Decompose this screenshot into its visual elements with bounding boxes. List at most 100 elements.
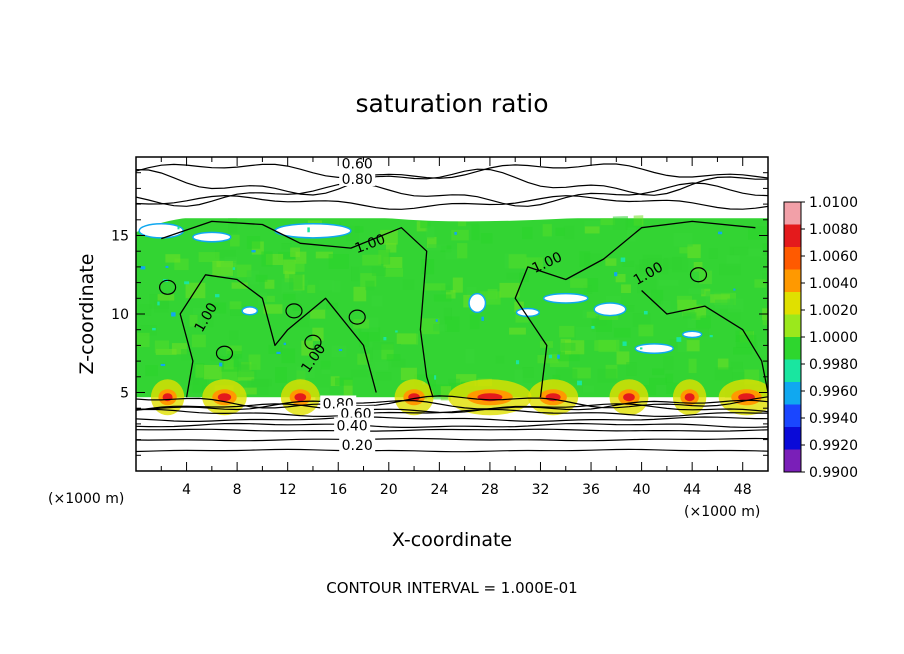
field-cell [466, 286, 477, 297]
field-cell [400, 367, 417, 381]
field-cell [165, 265, 169, 268]
field-cell [312, 327, 324, 341]
contour-line [136, 437, 768, 442]
contour-label-bg [339, 437, 376, 453]
field-cell [509, 327, 526, 335]
x-tick-label: 40 [633, 482, 651, 498]
field-cell [683, 312, 697, 319]
field-cell [515, 311, 529, 323]
contour-interval-note: CONTOUR INTERVAL = 1.000E-01 [326, 579, 577, 597]
field-cell [665, 373, 674, 383]
dry-patch [681, 330, 703, 339]
field-cell [331, 280, 341, 293]
field-cell [275, 367, 287, 383]
field-cell [708, 248, 718, 259]
field-cell [228, 330, 239, 340]
field-cell [231, 282, 248, 289]
contour-line [136, 399, 768, 411]
field-cell [154, 340, 170, 354]
field-cell [612, 216, 628, 230]
field-cell [188, 377, 209, 394]
warm-bump [623, 393, 635, 402]
field-cell [278, 251, 296, 260]
field-cell [440, 386, 452, 401]
field-cell [226, 345, 242, 355]
field-cell [594, 340, 617, 351]
field-cell [246, 236, 261, 249]
field-cell [620, 257, 626, 262]
field-cell [384, 268, 404, 277]
field-cell [320, 360, 331, 370]
field-cell [522, 367, 534, 378]
field-cell [718, 231, 723, 235]
field-cell [693, 261, 703, 272]
field-cell [456, 374, 477, 386]
field-cell [230, 304, 248, 316]
field-cell [372, 342, 394, 350]
field-cell [676, 337, 682, 342]
field-cell [605, 258, 617, 266]
field-cell [328, 254, 349, 269]
field-cell [165, 254, 181, 263]
colorbar-label: 1.0100 [809, 195, 858, 211]
colorbar-swatch [784, 337, 801, 360]
field-cell [268, 344, 283, 354]
colorbar-swatch [784, 202, 801, 225]
field-cell [366, 359, 389, 371]
field-cell [622, 260, 635, 267]
field-cell [471, 224, 480, 241]
y-axis-label: Z-coordinate [76, 254, 98, 375]
contour-line [689, 267, 708, 283]
field-cell [378, 249, 391, 265]
x-axis-label: X-coordinate [392, 529, 512, 551]
field-cell [282, 292, 296, 300]
field-cell [586, 278, 599, 292]
field-cell [673, 232, 693, 247]
field-cell [615, 274, 626, 283]
field-cell [663, 356, 674, 370]
field-cell [215, 249, 236, 259]
contour-line [304, 334, 322, 350]
contour-label-bg [339, 170, 376, 186]
contour-line [161, 220, 434, 398]
field-cell [579, 251, 591, 268]
x-unit-right: (×1000 m) [684, 504, 760, 520]
field-cell [319, 279, 335, 291]
field-cell [232, 267, 236, 270]
colorbar-label: 1.0060 [809, 249, 858, 265]
field-cell [171, 312, 176, 317]
field-cell [729, 246, 749, 256]
field-cell [584, 226, 600, 234]
x-unit-left: (×1000 m) [48, 491, 124, 507]
field-cell [572, 367, 591, 379]
field-cell [643, 310, 648, 315]
contour-line [136, 416, 768, 422]
colorbar-label: 1.0000 [809, 330, 858, 346]
field-cell [694, 269, 713, 285]
field-cell [335, 377, 353, 386]
field-cell [214, 294, 220, 298]
dry-patch [468, 292, 487, 314]
field-cell [626, 227, 636, 242]
field-cell [160, 363, 166, 367]
field-cell [555, 368, 578, 384]
warm-bump [408, 393, 420, 402]
field-cell [757, 341, 767, 356]
field-cell [434, 375, 437, 380]
field-cell [301, 340, 313, 356]
field-cell [452, 277, 463, 293]
field-cell [385, 243, 397, 253]
field-cell [616, 351, 630, 365]
field-cell [666, 382, 680, 394]
field-cell [591, 325, 595, 329]
field-cell [441, 285, 451, 293]
contour-line [136, 448, 768, 453]
field-cell [577, 380, 582, 386]
field-cell [444, 316, 460, 332]
x-tick-label: 28 [481, 482, 499, 498]
field-cell [281, 243, 292, 250]
dry-patch [515, 307, 540, 318]
contour-line [136, 168, 768, 196]
field-cell [663, 257, 682, 270]
field-cell [424, 283, 446, 291]
